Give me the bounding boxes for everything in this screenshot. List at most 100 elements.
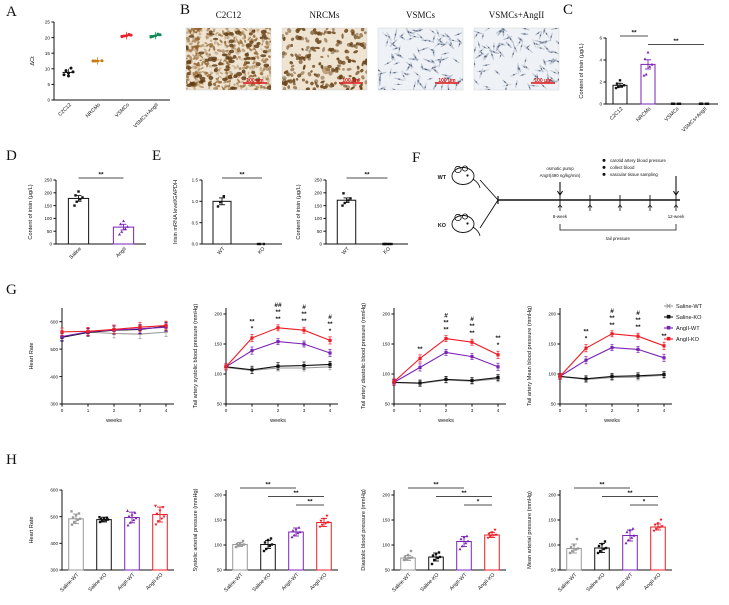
significance-mark: # xyxy=(328,314,332,321)
data-point xyxy=(73,520,76,524)
x-tick-label-0: C2C12 xyxy=(609,106,625,122)
data-point xyxy=(64,69,68,73)
data-point xyxy=(678,102,682,105)
panel-g-svg-0: 300 400 500 600 Heart Rate 0 1 2 3 4 weeks xyxy=(29,308,174,424)
data-point xyxy=(101,519,104,523)
panel-a-group-2 xyxy=(120,31,133,40)
data-point xyxy=(240,543,243,547)
data-point xyxy=(155,512,159,516)
y-axis-label: Content of irisin (μg/L) xyxy=(579,43,585,98)
data-point xyxy=(127,514,131,518)
x-tick-0: 0 xyxy=(559,408,562,413)
x-tick-label-1: Saline-KO xyxy=(87,572,108,593)
scale-bar-label-0: 100 μm xyxy=(246,78,264,84)
data-point xyxy=(102,517,106,520)
panel-a-scatter: 0 5 10 15 20 25 ΔCt C2C12 NRCMs VSMCs VSMCs+AngII xyxy=(20,8,180,140)
timeline-connector xyxy=(479,179,499,229)
data-point xyxy=(132,518,136,522)
data-point xyxy=(74,194,77,197)
data-point xyxy=(444,350,448,354)
panel-g-chart-3: 50 100 150 200 Tail artery Mean blood pressu… xyxy=(520,288,680,448)
data-point xyxy=(242,543,246,546)
data-point xyxy=(388,242,391,246)
data-point xyxy=(662,373,666,377)
panel-label-D: D xyxy=(6,148,17,164)
bar xyxy=(336,199,357,245)
data-point xyxy=(77,512,81,515)
svg-text:50: 50 xyxy=(385,402,391,407)
data-point xyxy=(568,551,572,555)
x-tick-3: 3 xyxy=(471,408,474,413)
x-tick-label-0: Saline-WT xyxy=(557,572,579,594)
significance-label-1: ** xyxy=(627,490,633,497)
data-point xyxy=(610,346,614,350)
data-point xyxy=(430,562,434,566)
data-point xyxy=(676,102,679,105)
data-point xyxy=(390,242,393,246)
data-point xyxy=(119,222,122,226)
bar-group-1 xyxy=(260,537,276,571)
bar xyxy=(484,534,500,571)
svg-text:50: 50 xyxy=(385,568,391,573)
data-point xyxy=(328,362,332,366)
data-point xyxy=(297,526,301,529)
svg-text:250: 250 xyxy=(44,178,52,183)
bar-group-1 xyxy=(428,551,444,571)
svg-text:1.5: 1.5 xyxy=(192,178,199,183)
legend-item-3 xyxy=(664,336,673,341)
panel-g-svg-2: 50 100 150 200 Tail artery diastolic blood p… xyxy=(361,303,506,424)
data-point xyxy=(625,530,629,534)
x-tick-4: 4 xyxy=(497,408,500,413)
micrograph-title-2: VSMCs xyxy=(406,10,436,20)
bar-group-1 xyxy=(96,516,112,571)
x-tick-label-0: WT xyxy=(341,246,352,257)
significance-label-2: * xyxy=(477,498,480,505)
data-point xyxy=(106,518,110,521)
data-point xyxy=(328,351,332,355)
data-point xyxy=(160,517,164,521)
panel-c-bar: 0 2 4 6 Content of irisin (μg/L) C2C12 NRCMs VS… xyxy=(572,8,724,140)
panel-e-right-svg: 0 50 100 150 200 250 Content of irisin (μg/L) W… xyxy=(296,171,408,257)
panel-g-svg-1: 50 100 150 200 Tail artery systolic blood pr… xyxy=(193,302,338,424)
svg-text:300: 300 xyxy=(50,402,58,407)
timeline-end-label: 12-week xyxy=(668,214,685,219)
svg-text:300: 300 xyxy=(50,568,58,573)
x-tick-3: 3 xyxy=(637,408,640,413)
significance-mark: # xyxy=(302,304,306,311)
data-point xyxy=(130,513,134,516)
data-point xyxy=(71,516,75,519)
bar-group-3 xyxy=(152,504,168,571)
y-axis-label: Content of irisin (μg/L) xyxy=(28,184,34,239)
legend-label-1: Saline-KO xyxy=(676,315,702,321)
data-point xyxy=(654,527,658,531)
data-point xyxy=(488,535,492,538)
svg-text:150: 150 xyxy=(548,518,556,523)
bar-group-3 xyxy=(650,518,666,571)
data-point xyxy=(126,225,129,228)
bar-group-2 xyxy=(622,527,638,571)
data-point xyxy=(74,514,78,517)
panel-a-group-0 xyxy=(62,66,75,78)
panel-g-chart-0: 300 400 500 600 Heart Rate 0 1 2 3 4 weeks xyxy=(22,288,182,448)
data-point xyxy=(383,242,386,246)
legend-label-0: Saline-WT xyxy=(676,304,703,310)
bar-group-1 xyxy=(253,242,271,246)
data-point xyxy=(630,536,634,539)
data-point xyxy=(266,538,270,542)
bar-group-0 xyxy=(212,195,232,245)
svg-text:200: 200 xyxy=(382,493,390,498)
timeline-axis xyxy=(497,196,680,204)
svg-text:400: 400 xyxy=(50,374,58,379)
x-tick-2: 2 xyxy=(113,408,116,413)
svg-text:5: 5 xyxy=(47,82,50,87)
significance-mark: ## xyxy=(274,302,282,309)
data-point xyxy=(75,200,78,203)
data-point xyxy=(250,336,254,340)
data-point xyxy=(618,79,622,82)
data-point xyxy=(265,547,268,551)
data-point xyxy=(704,102,707,105)
data-point xyxy=(70,510,73,513)
legend-item-1 xyxy=(664,314,673,319)
legend-item-2 xyxy=(664,325,673,330)
pump-label-line1: osmotic pump xyxy=(546,166,574,171)
